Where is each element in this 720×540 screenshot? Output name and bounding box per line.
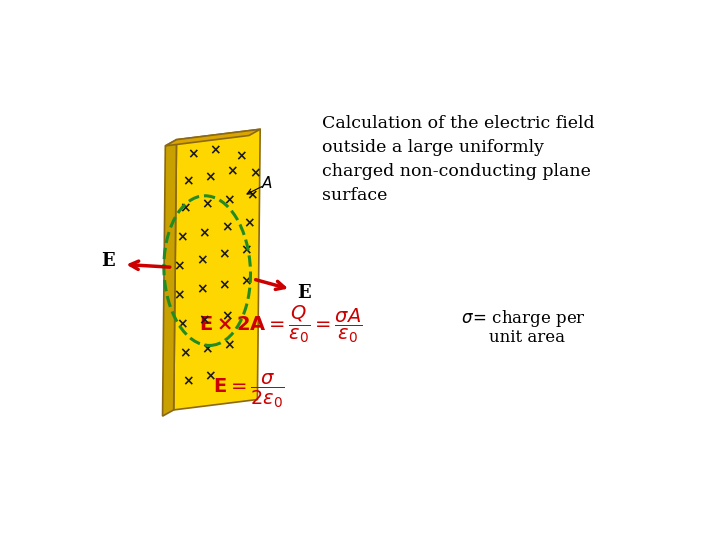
Text: Calculation of the electric field
outside a large uniformly
charged non-conducti: Calculation of the electric field outsid…	[322, 114, 594, 204]
Polygon shape	[166, 129, 260, 146]
Text: ×: ×	[221, 220, 233, 234]
Text: ×: ×	[218, 247, 230, 261]
Text: unit area: unit area	[489, 329, 565, 346]
Text: ×: ×	[224, 193, 235, 207]
Text: ×: ×	[179, 347, 191, 361]
Text: ×: ×	[249, 166, 261, 180]
Text: $\mathbf{E} = \dfrac{\sigma}{2\varepsilon_0}$: $\mathbf{E} = \dfrac{\sigma}{2\varepsilo…	[213, 372, 284, 410]
Text: ×: ×	[196, 282, 207, 296]
Text: $\mathbf{E \times 2A} = \dfrac{Q}{\varepsilon_0} = \dfrac{\sigma A}{\varepsilon_: $\mathbf{E \times 2A} = \dfrac{Q}{\varep…	[199, 304, 362, 346]
Text: ×: ×	[235, 149, 246, 163]
Text: ×: ×	[218, 278, 230, 292]
Text: ×: ×	[221, 309, 233, 323]
Text: ×: ×	[174, 288, 185, 302]
Text: E: E	[101, 252, 114, 270]
Text: A: A	[262, 176, 273, 191]
Text: E: E	[297, 285, 310, 302]
Text: ×: ×	[240, 274, 252, 288]
Text: ×: ×	[204, 170, 216, 184]
Text: ×: ×	[243, 216, 255, 230]
Text: ×: ×	[187, 147, 199, 161]
Text: ×: ×	[179, 201, 191, 215]
Polygon shape	[163, 140, 176, 416]
Text: ×: ×	[240, 243, 252, 257]
Text: ×: ×	[176, 318, 188, 332]
Text: ×: ×	[224, 339, 235, 353]
Text: ×: ×	[199, 314, 210, 328]
Text: ×: ×	[246, 189, 258, 203]
Text: ×: ×	[210, 143, 221, 157]
Text: $\sigma\!=\!$ charge per: $\sigma\!=\!$ charge per	[461, 308, 586, 329]
Text: ×: ×	[176, 231, 188, 245]
Text: ×: ×	[196, 253, 207, 267]
Text: ×: ×	[182, 174, 194, 188]
Polygon shape	[174, 129, 260, 410]
Text: ×: ×	[182, 374, 194, 388]
Text: ×: ×	[202, 342, 213, 356]
Text: ×: ×	[174, 259, 185, 273]
Text: ×: ×	[202, 197, 213, 211]
Text: ×: ×	[227, 164, 238, 178]
Text: ×: ×	[204, 370, 216, 383]
Text: ×: ×	[199, 226, 210, 240]
